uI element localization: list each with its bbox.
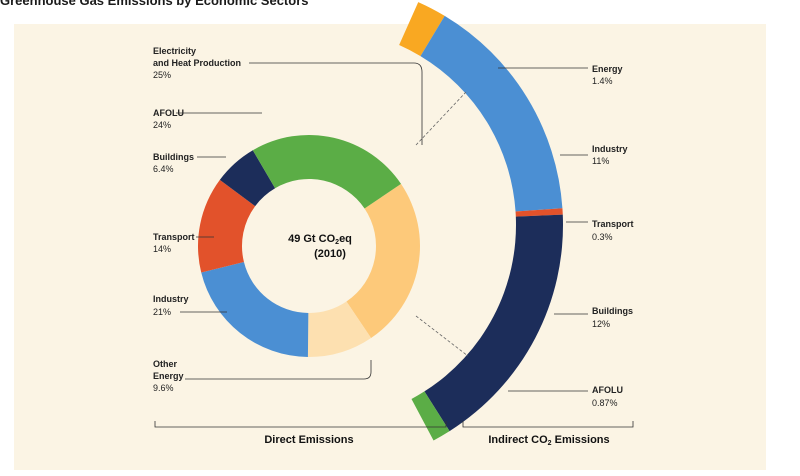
svg-text:6.4%: 6.4% — [153, 164, 174, 174]
donut-slice-afolu — [252, 135, 402, 209]
svg-text:AFOLU: AFOLU — [592, 385, 623, 395]
indirect-segment-buildings — [424, 214, 563, 432]
indirect-emissions-arc — [399, 2, 563, 441]
svg-text:14%: 14% — [153, 244, 171, 254]
svg-text:Other: Other — [153, 359, 178, 369]
label-indirect-buildings: Buildings 12% — [554, 306, 633, 329]
svg-text:1.4%: 1.4% — [592, 76, 613, 86]
svg-text:Energy: Energy — [153, 371, 184, 381]
direct-emissions-donut — [198, 135, 420, 357]
svg-text:0.3%: 0.3% — [592, 232, 613, 242]
svg-text:Buildings: Buildings — [153, 152, 194, 162]
group-label-indirect: Indirect CO2 Emissions — [488, 434, 609, 447]
donut-slice-other-energy — [307, 301, 372, 357]
svg-text:Electricity: Electricity — [153, 46, 196, 56]
svg-text:0.87%: 0.87% — [592, 398, 618, 408]
svg-text:and Heat Production: and Heat Production — [153, 58, 241, 68]
bracket-indirect — [462, 421, 634, 428]
bracket-direct — [154, 421, 447, 428]
indirect-segment-industry — [420, 15, 563, 212]
label-indirect-afolu: AFOLU 0.87% — [508, 385, 623, 408]
center-year-label: (2010) — [314, 248, 346, 260]
svg-text:25%: 25% — [153, 70, 171, 80]
page-margin — [770, 0, 800, 476]
indirect-segment-energy — [399, 2, 445, 57]
svg-text:12%: 12% — [592, 319, 610, 329]
svg-text:Industry: Industry — [153, 294, 189, 304]
label-transport: Transport 14% — [153, 232, 214, 254]
svg-text:Buildings: Buildings — [592, 306, 633, 316]
label-electricity: Electricity and Heat Production 25% — [153, 46, 423, 145]
label-afolu: AFOLU 24% — [153, 108, 262, 130]
group-label-direct: Direct Emissions — [264, 434, 353, 446]
connector-bottom — [415, 315, 469, 357]
indirect-segment-transport — [515, 208, 563, 217]
label-other-energy: Other Energy 9.6% — [153, 359, 372, 393]
donut-slice-transport — [198, 179, 256, 273]
label-indirect-energy: Energy 1.4% — [498, 64, 623, 86]
svg-text:21%: 21% — [153, 307, 171, 317]
label-industry: Industry 21% — [153, 294, 227, 317]
donut-slice-buildings — [219, 150, 276, 207]
label-buildings: Buildings 6.4% — [153, 152, 226, 174]
connector-top — [415, 91, 467, 146]
svg-text:11%: 11% — [592, 156, 609, 166]
donut-slice-electricity-and-heat-production — [346, 183, 420, 339]
svg-text:Industry: Industry — [592, 144, 628, 154]
donut-slice-industry — [201, 262, 309, 357]
center-total-label: 49 Gt CO2eq — [288, 233, 352, 246]
svg-text:AFOLU: AFOLU — [153, 108, 184, 118]
indirect-segment-afolu — [411, 391, 450, 441]
svg-text:Transport: Transport — [592, 219, 634, 229]
svg-text:9.6%: 9.6% — [153, 383, 174, 393]
svg-text:Energy: Energy — [592, 64, 623, 74]
label-indirect-industry: Industry 11% — [560, 144, 628, 166]
chart-title: Greenhouse Gas Emissions by Economic Sec… — [0, 0, 309, 8]
svg-text:24%: 24% — [153, 120, 171, 130]
label-indirect-transport: Transport 0.3% — [566, 219, 634, 242]
svg-text:Transport: Transport — [153, 232, 195, 242]
